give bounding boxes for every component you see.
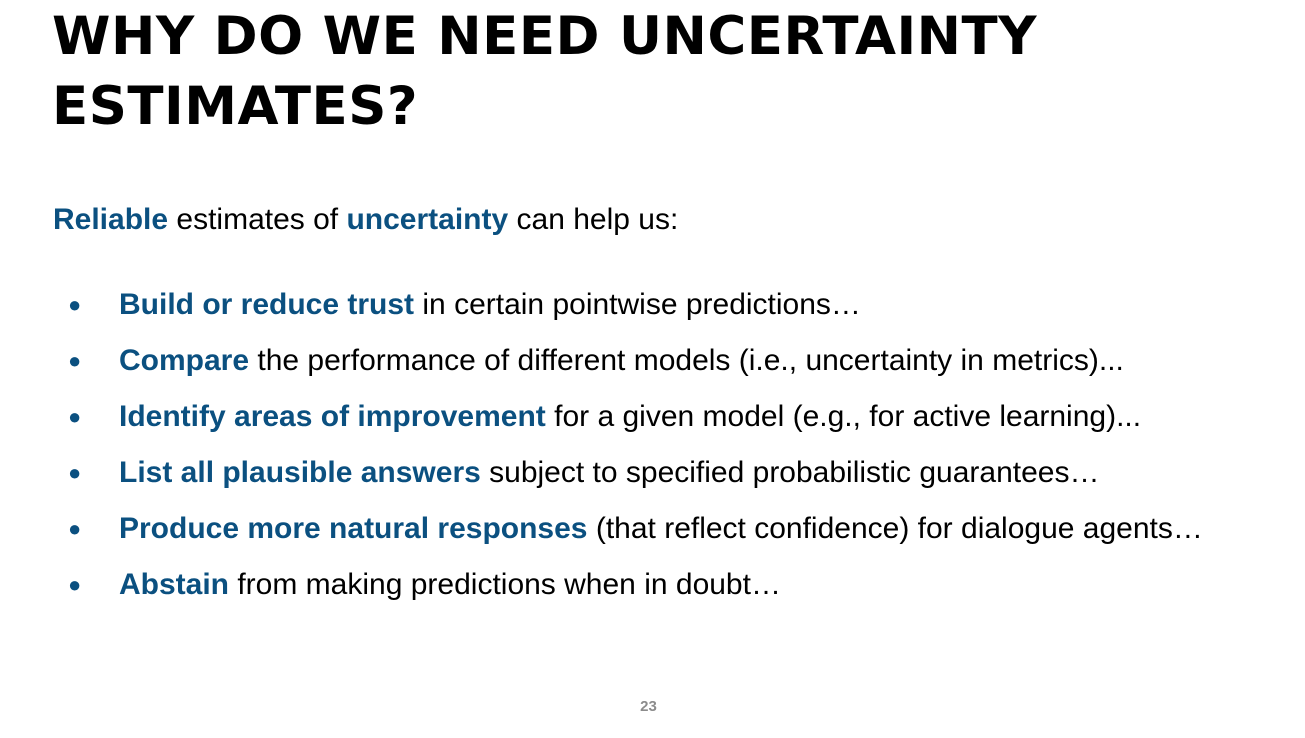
- bullet-dot-icon: ●: [68, 572, 82, 597]
- bullet-emphasis: Produce more natural responses: [119, 512, 588, 545]
- bullet-list: ● Build or reduce trust in certain point…: [0, 277, 1305, 613]
- bullet-dot-icon: ●: [68, 460, 82, 485]
- slide-title: WHY DO WE NEED UNCERTAINTY ESTIMATES?: [52, 6, 1038, 137]
- bullet-emphasis: Identify areas of improvement: [119, 400, 546, 433]
- intro-text-2: can help us:: [508, 203, 679, 236]
- bullet-emphasis: Abstain: [119, 568, 230, 601]
- bullet-item-produce: ● Produce more natural responses (that r…: [0, 501, 1239, 557]
- bullet-item-abstain: ● Abstain from making predictions when i…: [0, 557, 1239, 613]
- bullet-text: in certain pointwise predictions…: [414, 288, 861, 321]
- intro-emphasis-uncertainty: uncertainty: [346, 203, 509, 236]
- bullet-dot-icon: ●: [68, 292, 82, 317]
- bullet-item-trust: ● Build or reduce trust in certain point…: [0, 277, 1239, 333]
- bullet-emphasis: Build or reduce trust: [119, 288, 415, 321]
- bullet-dot-icon: ●: [68, 516, 82, 541]
- intro-emphasis-reliable: Reliable: [53, 203, 169, 236]
- bullet-emphasis: Compare: [119, 344, 250, 377]
- bullet-text: for a given model (e.g., for active lear…: [545, 400, 1142, 433]
- intro-line: Reliable estimates of uncertainty can he…: [53, 200, 678, 240]
- bullet-dot-icon: ●: [68, 404, 82, 429]
- bullet-dot-icon: ●: [68, 348, 82, 373]
- bullet-item-identify: ● Identify areas of improvement for a gi…: [0, 389, 1239, 445]
- slide-number: 23: [640, 698, 657, 715]
- bullet-text: from making predictions when in doubt…: [229, 568, 781, 601]
- intro-text-1: estimates of: [168, 203, 347, 236]
- bullet-item-list: ● List all plausible answers subject to …: [0, 445, 1239, 501]
- bullet-emphasis: List all plausible answers: [119, 456, 481, 489]
- bullet-text: the performance of different models (i.e…: [249, 344, 1124, 377]
- bullet-item-compare: ● Compare the performance of different m…: [0, 333, 1239, 389]
- bullet-text: (that reflect confidence) for dialogue a…: [587, 512, 1203, 545]
- bullet-text: subject to specified probabilistic guara…: [480, 456, 1100, 489]
